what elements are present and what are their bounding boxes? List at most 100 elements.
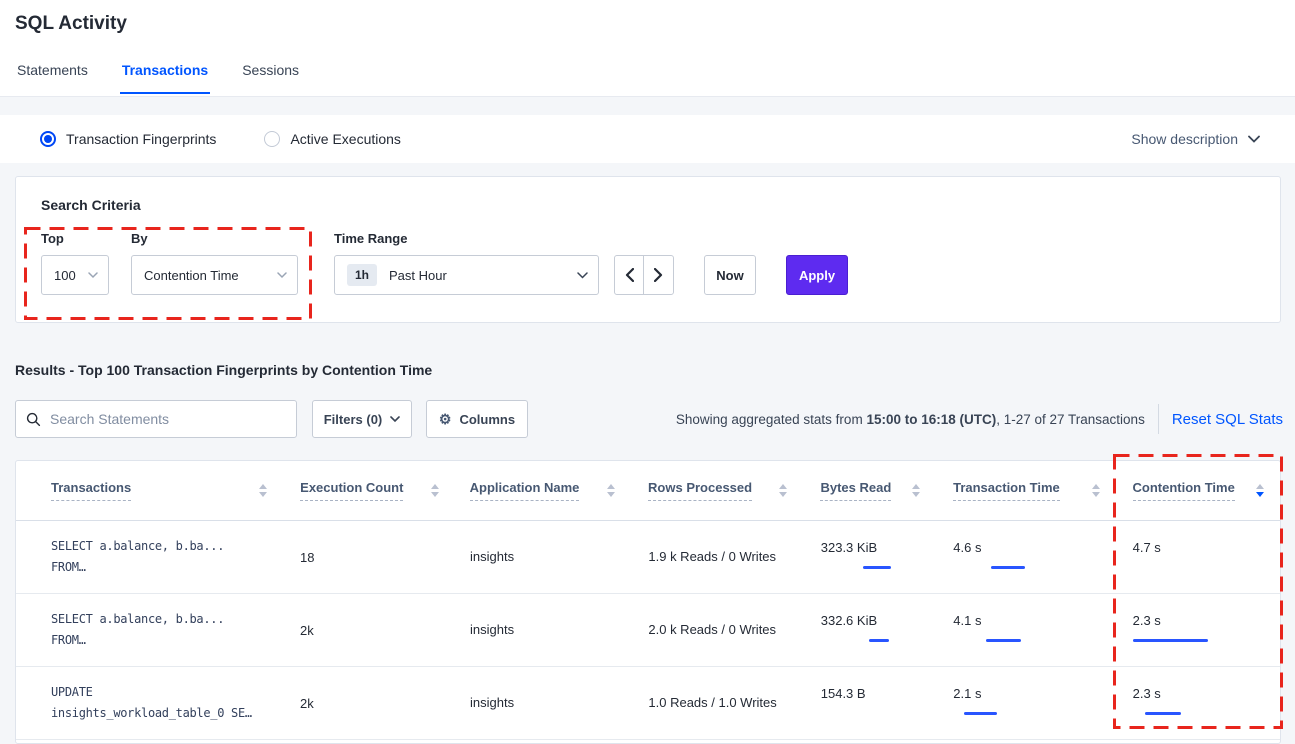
time-range-badge: 1h: [347, 264, 378, 286]
view-toggle-band: Transaction Fingerprints Active Executio…: [0, 115, 1295, 163]
filters-button[interactable]: Filters (0): [312, 400, 412, 438]
apply-button[interactable]: Apply: [786, 255, 848, 295]
time-range-nav: [614, 255, 674, 295]
application-name-cell: insights: [470, 695, 515, 710]
transaction-fingerprint-link[interactable]: SELECT a.balance, b.ba... FROM…: [51, 612, 225, 647]
sort-icon: [912, 484, 921, 497]
top-select[interactable]: 100: [41, 255, 109, 295]
time-range-select[interactable]: 1h Past Hour: [334, 255, 599, 295]
rows-processed-cell: 2.0 k Reads / 0 Writes: [648, 622, 777, 637]
previous-range-button[interactable]: [615, 256, 644, 294]
contention-time-cell: 2.3 s: [1116, 613, 1280, 647]
column-header-contention-time[interactable]: Contention Time: [1116, 480, 1280, 501]
next-range-button[interactable]: [644, 256, 673, 294]
tab-statements[interactable]: Statements: [17, 62, 88, 78]
rows-processed-cell: 1.0 Reads / 1.0 Writes: [648, 695, 777, 710]
radio-unselected-icon: [264, 131, 281, 147]
columns-label: Columns: [459, 411, 516, 427]
execution-count-bar: [355, 624, 455, 637]
chevron-down-icon: [277, 271, 287, 279]
bytes-read-bar: [821, 707, 921, 720]
now-button[interactable]: Now: [704, 255, 756, 295]
bytes-read-bar: [821, 634, 921, 647]
time-range-field-group: Time Range 1h Past Hour: [334, 231, 599, 295]
radio-active-executions[interactable]: Active Executions: [264, 131, 401, 147]
results-heading: Results - Top 100 Transaction Fingerprin…: [15, 362, 433, 378]
gear-icon: ⚙: [438, 410, 452, 427]
contention-time-cell: 4.7 s: [1116, 540, 1280, 574]
sort-icon: [607, 484, 616, 497]
sort-icon: [779, 484, 788, 497]
transaction-time-cell: 4.6 s: [936, 540, 1115, 574]
column-header-bytes-read[interactable]: Bytes Read: [803, 480, 936, 501]
bytes-read-bar: [821, 561, 921, 574]
filters-label: Filters (0): [323, 411, 383, 427]
chevron-down-icon: [390, 415, 401, 423]
show-description-toggle[interactable]: Show description: [1131, 131, 1260, 147]
search-statements-input[interactable]: [50, 411, 286, 427]
sort-icon-active-desc: [1256, 484, 1264, 497]
by-field-group: By Contention Time: [131, 231, 298, 295]
chevron-down-icon: [1248, 135, 1260, 143]
transaction-time-bar: [953, 634, 1053, 647]
radio-label: Transaction Fingerprints: [66, 131, 217, 147]
sort-icon: [259, 484, 268, 497]
reset-sql-stats-link[interactable]: Reset SQL Stats: [1171, 410, 1283, 428]
table-header-row: Transactions Execution Count Application…: [16, 461, 1280, 521]
top-field-group: Top 100: [41, 231, 109, 295]
time-range-label: Time Range: [334, 231, 408, 246]
column-header-application-name[interactable]: Application Name: [455, 480, 631, 501]
contention-time-bar: [1133, 561, 1233, 574]
divider: [1157, 404, 1159, 434]
transaction-fingerprint-link[interactable]: SELECT a.balance, b.ba... FROM…: [51, 539, 225, 574]
top-label: Top: [41, 231, 64, 246]
sort-icon: [1091, 484, 1100, 497]
radio-label: Active Executions: [290, 131, 401, 147]
show-description-label: Show description: [1131, 131, 1238, 147]
time-range-value: Past Hour: [389, 267, 447, 283]
tab-sessions[interactable]: Sessions: [242, 62, 300, 78]
execution-count-cell: 18: [283, 550, 455, 565]
execution-count-bar: [355, 697, 455, 710]
chevron-down-icon: [577, 271, 588, 279]
top-select-value: 100: [54, 267, 76, 283]
table-row[interactable]: SELECT a.balance, b.ba... FROM… 2k insig…: [16, 594, 1280, 667]
radio-transaction-fingerprints[interactable]: Transaction Fingerprints: [40, 131, 216, 147]
by-select[interactable]: Contention Time: [131, 255, 298, 295]
sort-icon: [430, 484, 439, 497]
search-criteria-panel: Search Criteria Top 100 By Contention Ti…: [15, 176, 1281, 323]
transaction-fingerprint-link[interactable]: UPDATE insights_workload_table_0 SE…: [51, 685, 252, 720]
tab-transactions[interactable]: Transactions: [119, 62, 211, 94]
rows-processed-cell: 1.9 k Reads / 0 Writes: [648, 549, 777, 564]
bytes-read-cell: 332.6 KiB: [804, 613, 937, 647]
tab-bar: Statements Transactions Sessions: [15, 62, 301, 94]
execution-count-cell: 2k: [283, 696, 455, 711]
transaction-time-bar: [953, 707, 1053, 720]
column-header-transaction-time[interactable]: Transaction Time: [936, 480, 1115, 501]
page-title: SQL Activity: [15, 13, 127, 34]
bytes-read-cell: 323.3 KiB: [804, 540, 937, 574]
execution-count-cell: 2k: [283, 623, 455, 638]
transactions-table: Transactions Execution Count Application…: [15, 460, 1281, 744]
contention-time-bar: [1132, 634, 1233, 647]
search-statements-box[interactable]: [15, 400, 297, 438]
top-bar: SQL Activity Statements Transactions Ses…: [0, 0, 1295, 97]
column-header-transactions[interactable]: Transactions: [16, 480, 283, 501]
columns-button[interactable]: ⚙ Columns: [426, 400, 528, 438]
contention-time-bar: [1133, 707, 1233, 720]
results-toolbar: Filters (0) ⚙ Columns Showing aggregated…: [15, 400, 1283, 438]
transaction-time-cell: 2.1 s: [936, 686, 1115, 720]
transaction-time-cell: 4.1 s: [936, 613, 1115, 647]
execution-count-bar: [355, 551, 455, 564]
application-name-cell: insights: [470, 622, 515, 637]
bytes-read-cell: 154.3 B: [804, 686, 937, 720]
column-header-execution-count[interactable]: Execution Count: [283, 480, 454, 501]
search-icon: [26, 412, 41, 427]
table-row[interactable]: UPDATE insights_workload_table_0 SE… 2k …: [16, 667, 1280, 740]
by-select-value: Contention Time: [144, 267, 239, 283]
chevron-down-icon: [88, 271, 98, 279]
table-row[interactable]: SELECT a.balance, b.ba... FROM… 18 insig…: [16, 521, 1280, 594]
search-criteria-heading: Search Criteria: [41, 197, 141, 213]
contention-time-cell: 2.3 s: [1116, 686, 1280, 720]
column-header-rows-processed[interactable]: Rows Processed: [631, 480, 803, 501]
